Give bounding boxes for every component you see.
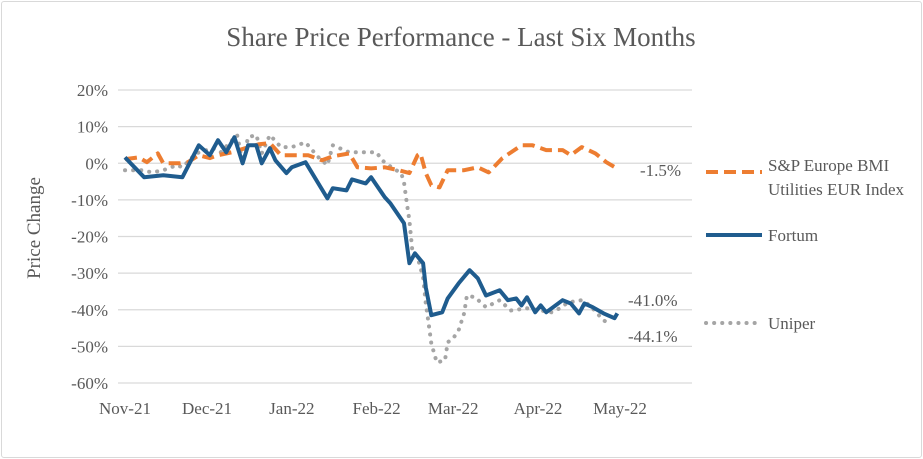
legend-item: Fortum — [706, 226, 818, 245]
series-line-uniper — [123, 133, 614, 365]
end-value-label: -41.0% — [628, 291, 678, 310]
y-tick-label: -20% — [71, 228, 108, 247]
x-tick-label: Nov-21 — [99, 399, 151, 418]
y-tick-label: -60% — [71, 374, 108, 393]
end-value-label: -44.1% — [628, 327, 678, 346]
legend-label: Uniper — [768, 314, 816, 333]
legend-label: Fortum — [768, 226, 818, 245]
x-tick-label: Dec-21 — [182, 399, 232, 418]
legend-label: Utilities EUR Index — [768, 180, 904, 199]
y-tick-label: 20% — [77, 81, 108, 100]
y-tick-label: 10% — [77, 118, 108, 137]
end-value-label: -1.5% — [640, 161, 681, 180]
x-tick-label: Apr-22 — [514, 399, 563, 418]
y-axis-label: Price Change — [24, 177, 45, 279]
series-line-sp — [124, 141, 619, 190]
legend-item: Uniper — [704, 314, 816, 333]
legend-item: S&P Europe BMI Utilities EUR Index — [706, 156, 904, 199]
chart-title: Share Price Performance - Last Six Month… — [226, 22, 695, 52]
x-tick-label: Feb-22 — [353, 399, 401, 418]
legend-label: S&P Europe BMI — [768, 156, 890, 175]
y-tick-label: -30% — [71, 264, 108, 283]
y-tick-label: -50% — [71, 337, 108, 356]
x-tick-label: May-22 — [593, 399, 647, 418]
y-tick-label: -10% — [71, 191, 108, 210]
x-tick-label: Mar-22 — [428, 399, 479, 418]
x-tick-label: Jan-22 — [269, 399, 314, 418]
y-tick-label: 0% — [85, 154, 108, 173]
series-line-fortum — [123, 135, 620, 321]
y-tick-label: -40% — [71, 301, 108, 320]
